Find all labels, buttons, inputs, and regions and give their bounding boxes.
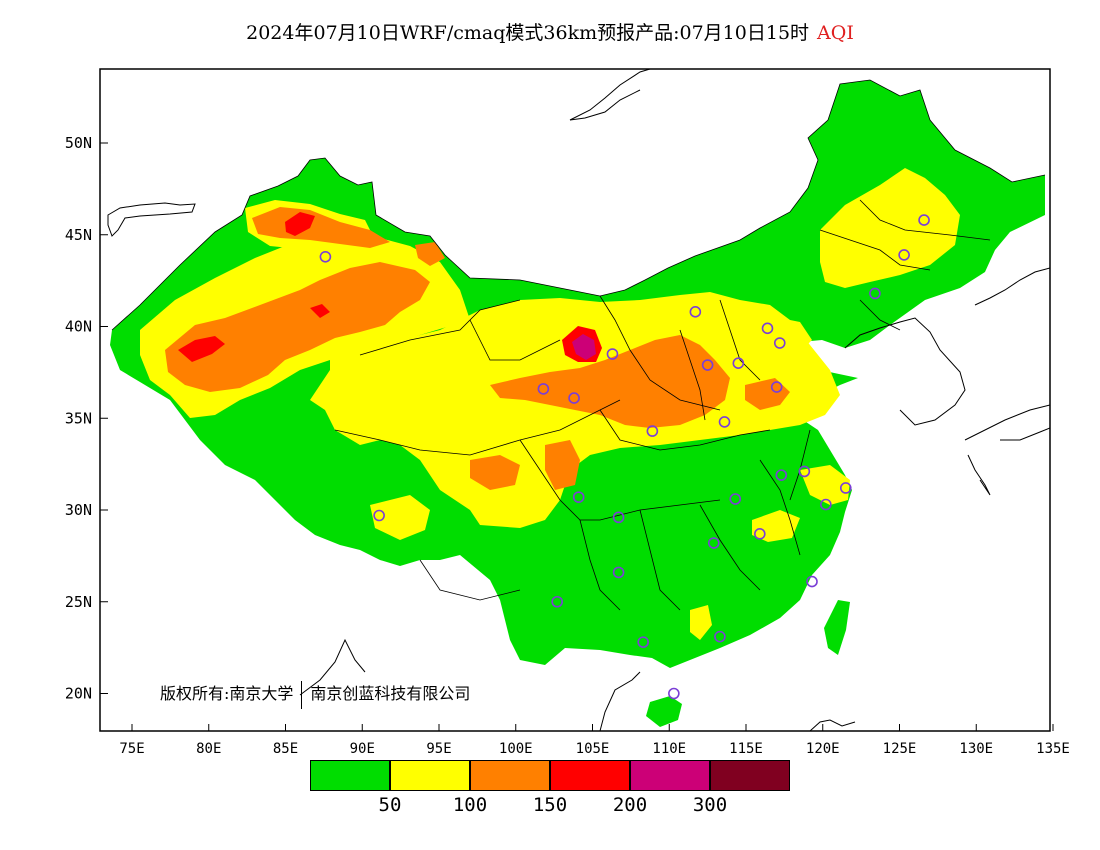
lon-label: 80E [196, 741, 221, 757]
legend-label: 200 [612, 794, 648, 816]
legend-swatch [470, 760, 550, 791]
station-marker [572, 491, 585, 503]
lat-label: 20N [65, 685, 92, 703]
station-marker [729, 493, 742, 505]
variable-label: AQI [817, 22, 854, 44]
lat-label: 25N [65, 593, 92, 611]
copyright-left: 版权所有:南京大学 [160, 684, 294, 703]
lon-label: 115E [729, 741, 763, 757]
legend-swatch [550, 760, 630, 791]
station-marker [806, 575, 818, 588]
taiwan-land [824, 600, 850, 655]
province-boundaries [111, 79, 1046, 611]
latitude-axis: 50N 45N 40N 35N 30N 25N 20N [65, 134, 108, 703]
lon-label: 105E [576, 741, 610, 757]
coastlines [107, 69, 1050, 731]
station-marker [689, 306, 702, 318]
lat-label: 35N [65, 409, 92, 427]
longitude-axis: 75E 80E 85E 90E 95E 100E 105E 110E 115E 120E 125E 1… [119, 724, 1070, 757]
station-marker [718, 416, 731, 428]
lat-label: 40N [65, 318, 92, 336]
station-marker [839, 482, 852, 494]
station-marker [775, 469, 788, 481]
hainan-land [646, 696, 682, 727]
product-title: 2024年07月10日WRF/cmaq模式36km预报产品:07月10日15时 [246, 22, 810, 44]
map-frame [99, 68, 1051, 732]
lon-label: 85E [273, 741, 298, 757]
legend-swatch [390, 760, 470, 791]
station-marker [568, 392, 580, 404]
lon-label: 130E [959, 741, 993, 757]
legend-swatch [630, 760, 710, 791]
station-marker [606, 348, 619, 360]
lat-label: 45N [65, 226, 92, 244]
lon-label: 75E [119, 741, 144, 757]
legend-label: 150 [532, 794, 568, 816]
station-marker [761, 322, 774, 335]
station-marker [869, 287, 881, 300]
copyright-right: 南京创蓝科技有限公司 [310, 684, 471, 703]
station-marker [612, 566, 625, 579]
station-marker [319, 250, 332, 263]
station-marker [612, 511, 625, 524]
map-title: 2024年07月10日WRF/cmaq模式36km预报产品:07月10日15时 A… [0, 18, 1100, 45]
station-marker [732, 357, 745, 370]
lon-label: 135E [1036, 741, 1070, 757]
legend-swatch [310, 760, 390, 791]
lon-label: 100E [499, 741, 533, 757]
lon-label: 95E [426, 741, 451, 757]
station-marker [714, 630, 726, 643]
station-marker [551, 595, 563, 608]
station-marker [918, 214, 930, 226]
station-marker [773, 337, 786, 349]
station-marker [798, 465, 811, 478]
legend-label: 100 [452, 794, 488, 816]
legend-label: 50 [378, 794, 402, 816]
copyright-separator [301, 680, 303, 709]
station-marker [754, 528, 766, 540]
aqi-very-unhealthy-zone [572, 334, 596, 360]
station-marker [770, 381, 783, 393]
station-marker [537, 383, 550, 395]
station-markers [319, 214, 930, 700]
copyright-notice: 版权所有:南京大学 南京创蓝科技有限公司 [160, 680, 470, 709]
lon-label: 110E [652, 741, 686, 757]
lon-label: 125E [883, 741, 917, 757]
station-marker [701, 359, 714, 371]
lat-label: 30N [65, 501, 92, 519]
legend-label: 300 [692, 794, 728, 816]
legend-swatch [710, 760, 790, 791]
station-marker [820, 498, 832, 511]
lon-label: 120E [806, 741, 840, 757]
lat-label: 50N [65, 134, 92, 152]
station-marker [373, 509, 385, 522]
station-marker [668, 687, 680, 700]
station-marker [707, 537, 720, 549]
lon-label: 90E [350, 741, 375, 757]
aqi-unhealthy-sensitive-zones [165, 207, 790, 490]
station-marker [637, 636, 649, 648]
station-marker [898, 249, 910, 261]
station-marker [646, 425, 659, 437]
